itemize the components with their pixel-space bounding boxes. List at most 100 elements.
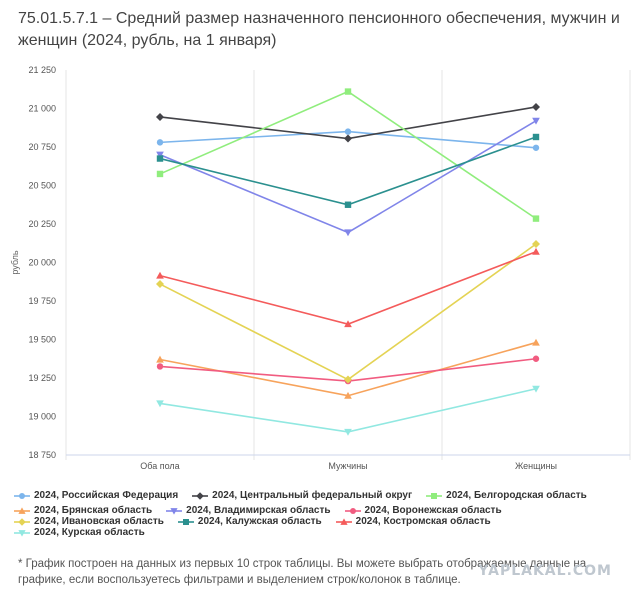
legend-label: 2024, Центральный федеральный округ xyxy=(212,490,413,501)
data-point[interactable] xyxy=(532,385,540,393)
legend-marker-icon xyxy=(18,529,26,537)
data-point[interactable] xyxy=(156,355,164,363)
data-point[interactable] xyxy=(532,247,540,255)
legend-label: 2024, Брянская область xyxy=(34,505,153,516)
footnote: * График построен на данных из первых 10… xyxy=(18,558,587,586)
series-group xyxy=(156,102,540,143)
series-group xyxy=(156,88,540,222)
data-point[interactable] xyxy=(532,338,540,346)
legend-item[interactable]: 2024, Воронежская область xyxy=(344,505,502,516)
line-chart: 18 750 19 000 19 250 19 500 19 750 20 000 20 2… xyxy=(10,65,631,471)
y-tick-label: 20 000 xyxy=(28,258,56,268)
data-point[interactable] xyxy=(156,139,164,146)
legend-item[interactable]: 2024, Калужская область xyxy=(177,516,322,527)
data-point[interactable] xyxy=(156,112,164,121)
data-point[interactable] xyxy=(344,375,352,384)
grid-layer xyxy=(65,70,631,460)
legend-label: 2024, Калужская область xyxy=(197,516,322,527)
legend-marker-icon xyxy=(182,518,189,525)
series-line[interactable] xyxy=(159,136,537,206)
legend-marker-icon xyxy=(349,507,356,514)
series-group xyxy=(156,385,540,436)
legend-symbol-icon xyxy=(14,529,30,537)
legend-symbol-icon xyxy=(166,507,183,515)
series-layer xyxy=(156,88,540,436)
watermark: YAPLAKAL.COM xyxy=(478,563,612,579)
data-point[interactable] xyxy=(156,280,164,289)
data-point[interactable] xyxy=(532,117,540,125)
legend: 2024, Российская Федерация 2024, Централь… xyxy=(14,486,634,538)
y-axis-label: рубль xyxy=(10,250,20,275)
legend-label: 2024, Воронежская область xyxy=(364,505,502,516)
data-point[interactable] xyxy=(156,400,164,408)
legend-label: 2024, Белгородская область xyxy=(446,490,587,501)
series-group xyxy=(156,117,540,237)
legend-marker-icon xyxy=(170,507,178,515)
legend-item[interactable]: 2024, Белгородская область xyxy=(426,490,587,501)
data-point[interactable] xyxy=(344,88,352,95)
legend-marker-icon xyxy=(340,517,348,525)
legend-item[interactable]: 2024, Ивановская область xyxy=(14,516,164,527)
series-group xyxy=(156,128,540,151)
y-tick-label: 19 750 xyxy=(28,296,56,306)
series-group xyxy=(156,133,540,208)
data-point[interactable] xyxy=(156,271,164,279)
data-point[interactable] xyxy=(344,229,352,237)
series-group xyxy=(156,240,540,384)
data-point[interactable] xyxy=(344,428,352,436)
legend-symbol-icon xyxy=(192,491,209,500)
y-tick-label: 20 500 xyxy=(28,181,56,191)
legend-item[interactable]: 2024, Брянская область xyxy=(14,505,152,516)
legend-symbol-icon xyxy=(14,492,30,499)
data-point[interactable] xyxy=(532,355,540,362)
chart-title: 75.01.5.7.1 – Средний размер назначенног… xyxy=(18,10,620,49)
legend-symbol-icon xyxy=(426,492,443,499)
legend-symbol-icon xyxy=(344,507,361,514)
legend-symbol-icon xyxy=(14,506,30,514)
y-tick-label: 19 500 xyxy=(28,335,56,345)
y-tick-label: 21 000 xyxy=(28,104,56,114)
data-point[interactable] xyxy=(156,155,164,162)
legend-label: 2024, Ивановская область xyxy=(34,516,164,527)
y-tick-label: 20 250 xyxy=(28,219,56,229)
legend-label: 2024, Костромская область xyxy=(355,516,491,527)
legend-marker-icon xyxy=(196,491,204,500)
legend-label: 2024, Владимирская область xyxy=(186,505,331,516)
x-tick-label: Женщины xyxy=(515,461,557,471)
series-group xyxy=(156,247,540,328)
legend-row: 2024, Брянская область 2024, Владимирская… xyxy=(14,505,634,538)
data-point[interactable] xyxy=(344,391,352,399)
legend-row: 2024, Российская Федерация 2024, Централь… xyxy=(14,486,634,505)
legend-label: 2024, Курская область xyxy=(34,527,145,538)
data-point[interactable] xyxy=(156,363,164,370)
data-point[interactable] xyxy=(532,133,540,141)
x-tick-label: Оба пола xyxy=(140,461,179,471)
data-point[interactable] xyxy=(156,170,164,178)
data-point[interactable] xyxy=(344,134,352,143)
y-tick-label: 20 750 xyxy=(28,142,56,152)
legend-symbol-icon xyxy=(177,518,194,525)
series-group xyxy=(156,338,540,399)
series-line[interactable] xyxy=(159,341,537,397)
legend-marker-icon xyxy=(19,492,25,499)
data-point[interactable] xyxy=(344,320,352,328)
legend-item[interactable]: 2024, Владимирская область xyxy=(166,505,331,516)
x-tick-label: Мужчины xyxy=(328,461,367,471)
legend-item[interactable]: 2024, Центральный федеральный округ xyxy=(192,490,412,501)
data-point[interactable] xyxy=(344,128,352,135)
y-tick-label: 18 750 xyxy=(28,450,56,460)
legend-item[interactable]: 2024, Курская область xyxy=(14,527,145,538)
data-point[interactable] xyxy=(532,144,540,151)
y-tick-label: 19 250 xyxy=(28,373,56,383)
data-point[interactable] xyxy=(532,215,540,222)
data-point[interactable] xyxy=(532,240,540,249)
axis-layer: 18 750 19 000 19 250 19 500 19 750 20 000 20 2… xyxy=(10,65,630,471)
data-point[interactable] xyxy=(532,102,540,111)
data-point[interactable] xyxy=(156,151,164,159)
legend-item[interactable]: 2024, Костромская область xyxy=(335,516,491,527)
legend-label: 2024, Российская Федерация xyxy=(34,490,179,501)
data-point[interactable] xyxy=(344,201,352,208)
legend-symbol-icon xyxy=(14,517,30,526)
legend-item[interactable]: 2024, Российская Федерация xyxy=(14,490,178,501)
legend-symbol-icon xyxy=(335,517,352,525)
